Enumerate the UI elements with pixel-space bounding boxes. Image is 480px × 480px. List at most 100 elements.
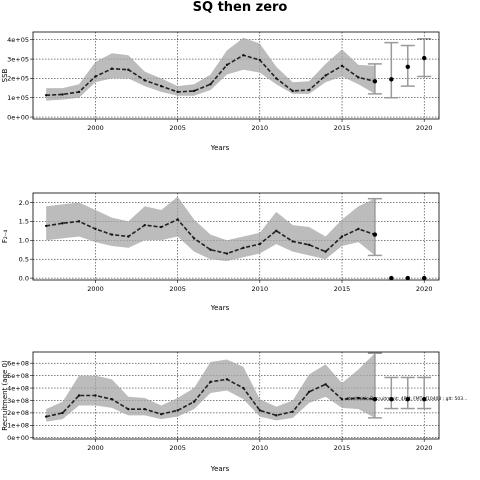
median-point (242, 54, 245, 57)
y-axis-label: SSB (1, 68, 9, 82)
projection-point (372, 79, 378, 84)
chart-panel-2: 2000 2005 2010 2015 2020 0.0 0.5 1.0 1.5 2.0 Years… (1, 192, 440, 312)
y-tick-label: 1e+05 (7, 94, 29, 102)
median-point (44, 415, 48, 418)
projection-point (405, 64, 410, 70)
median-point (225, 378, 229, 381)
median-point (160, 225, 163, 229)
median-point (127, 407, 130, 411)
x-tick-label: 2020 (416, 124, 433, 132)
median-point (127, 235, 130, 238)
y-tick-label: 2.0 (19, 199, 29, 207)
y-tick-label: 1.0 (19, 237, 29, 245)
projection-point (389, 77, 394, 82)
projection-point (372, 397, 378, 402)
projection-point (389, 275, 394, 281)
x-tick-label: 2010 (252, 124, 269, 132)
median-point (61, 411, 64, 415)
median-point (209, 380, 212, 384)
axes-frame (32, 192, 440, 281)
median-point (275, 229, 278, 233)
median-point (160, 84, 163, 88)
median-point (127, 68, 130, 71)
y-tick-label: 0.5 (19, 255, 29, 263)
projection-point (422, 397, 427, 402)
y-tick-label: 0.0 (19, 274, 29, 282)
y-tick-label: 1e+08 (7, 422, 29, 430)
median-point (192, 89, 196, 93)
confidence-band (46, 196, 375, 262)
median-point (242, 386, 245, 390)
median-point (258, 409, 262, 412)
x-tick-label: 2005 (169, 124, 186, 132)
y-tick-label: 2e+08 (7, 409, 29, 417)
axes-frame (32, 31, 440, 120)
annotation-text: stochastic Recruitment: 4PM; FMT; f10408… (346, 396, 467, 402)
median-point (258, 242, 262, 246)
median-point (176, 409, 179, 412)
y-tick-label: 3e+08 (7, 397, 29, 405)
median-point (94, 227, 97, 231)
median-point (275, 414, 278, 417)
y-axis-label: Recruitment (age 0) (1, 360, 9, 431)
projection-point (422, 55, 427, 61)
x-axis-label: Years (210, 465, 230, 473)
median-point (192, 237, 196, 240)
median-point (192, 400, 196, 403)
median-point (77, 220, 81, 223)
projection-point (422, 275, 427, 281)
x-tick-label: 2000 (87, 124, 104, 132)
median-point (94, 75, 97, 78)
median-point (258, 58, 262, 62)
y-tick-label: 5e+08 (7, 372, 29, 380)
median-point (340, 398, 344, 401)
median-point (176, 90, 179, 94)
median-point (307, 88, 311, 92)
y-tick-label: 4e+05 (7, 36, 29, 44)
median-point (209, 83, 212, 86)
confidence-band (46, 353, 375, 422)
x-tick-label: 2020 (416, 444, 433, 452)
median-point (225, 63, 229, 67)
median-point (94, 394, 97, 397)
median-point (324, 250, 327, 253)
median-point (242, 246, 245, 250)
median-line (46, 218, 376, 255)
median-point (291, 89, 294, 93)
x-tick-label: 2000 (87, 444, 104, 452)
y-tick-label: 0e+00 (7, 113, 29, 121)
x-axis-label: Years (210, 304, 230, 312)
x-tick-label: 2005 (169, 444, 186, 452)
median-point (110, 398, 114, 401)
x-tick-label: 2015 (334, 124, 351, 132)
x-tick-label: 2005 (169, 285, 186, 293)
chart-panel-1: 2000 2005 2010 2015 2020 0e+00 1e+05 2e+05 3e+05… (1, 31, 440, 152)
projection-point (372, 232, 378, 237)
median-point (110, 233, 114, 236)
median-point (324, 74, 327, 77)
median-point (44, 224, 48, 228)
median-point (340, 235, 344, 238)
x-tick-label: 2000 (87, 285, 104, 293)
median-point (225, 252, 229, 255)
y-tick-label: 6e+08 (7, 359, 29, 367)
x-tick-label: 2010 (252, 444, 269, 452)
median-point (357, 76, 360, 79)
median-point (357, 227, 360, 231)
median-point (77, 394, 81, 397)
y-tick-label: 3e+05 (7, 55, 29, 63)
y-tick-label: 2e+05 (7, 75, 29, 83)
median-point (77, 90, 81, 94)
confidence-band (46, 37, 375, 101)
median-point (44, 94, 48, 97)
x-tick-label: 2020 (416, 285, 433, 293)
projection-point (389, 397, 394, 402)
y-tick-label: 1.5 (19, 218, 29, 226)
median-point (357, 396, 360, 400)
median-point (61, 222, 64, 225)
median-point (143, 79, 146, 82)
median-point (143, 223, 146, 227)
y-tick-label: 4e+08 (7, 384, 29, 392)
median-point (307, 390, 311, 393)
